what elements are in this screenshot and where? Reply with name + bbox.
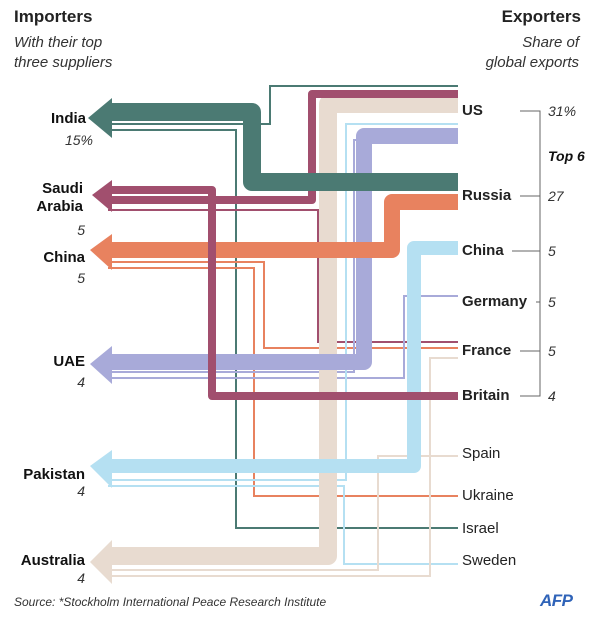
top6-label: Top 6 (548, 148, 585, 164)
arrowhead-saudi (92, 180, 112, 212)
arrowhead-pakistan (90, 450, 112, 488)
flow-france-to-china (108, 261, 458, 349)
flow-china-to-pakistan (112, 241, 458, 473)
exporter-france-name: France (462, 342, 512, 359)
arrowhead-uae (90, 346, 112, 384)
importer-india-name: India (50, 110, 86, 127)
exporter-germany-value: 5 (548, 294, 556, 310)
flow-germany-to-uae (108, 295, 458, 379)
exporter-china-name: China (462, 242, 504, 259)
flow-us-to-pakistan (108, 123, 458, 481)
exporter-germany-name: Germany (462, 293, 528, 310)
exporter-spain-name: Spain (462, 445, 501, 462)
flow-us-to-saudi (112, 90, 458, 204)
flow-sweden-to-pakistan (108, 485, 458, 565)
top6-bracket (512, 110, 541, 397)
flow-us-to-india (108, 85, 458, 125)
exporter-israel-name: Israel (462, 520, 499, 537)
importer-australia-name: Australia (20, 552, 85, 569)
exporter-sweden-name: Sweden (462, 552, 517, 569)
flow-russia-to-china (112, 194, 458, 258)
importer-pakistan-name: Pakistan (23, 466, 85, 483)
exporter-ukraine-name: Ukraine (462, 487, 514, 504)
importer-uae-name: UAE (53, 353, 85, 370)
importer-saudi-name-2: Arabia (36, 198, 83, 215)
exporter-us-name: US (462, 102, 483, 119)
exporter-russia-name: Russia (462, 187, 512, 204)
importer-india-value: 15% (64, 132, 93, 148)
exporter-britain-value: 4 (548, 388, 556, 404)
exporter-britain-name: Britain (462, 387, 510, 404)
exporter-france-value: 5 (548, 343, 556, 359)
importers-subtitle-1: With their top (14, 34, 103, 51)
exporter-russia-value: 27 (548, 188, 564, 204)
flow-britain-to-saudi (112, 186, 458, 400)
exporter-us-value: 31% (548, 103, 577, 119)
importers-subtitle-2: three suppliers (14, 54, 113, 71)
arrowhead-india (88, 98, 112, 138)
flow-france-to-australia (108, 357, 458, 577)
exporters-subtitle-1: Share of (522, 34, 579, 51)
arrowhead-australia (90, 540, 112, 584)
flow-israel-to-india (108, 129, 458, 529)
flow-france-to-saudi (108, 209, 458, 343)
flow-us-to-australia (112, 95, 458, 565)
importer-saudi-name-1: Saudi (42, 180, 83, 197)
flow-ukraine-to-china (108, 267, 458, 497)
importer-china-name: China (43, 249, 85, 266)
importer-saudi-value: 5 (77, 222, 85, 238)
arrowhead-china (90, 234, 112, 270)
importer-pakistan-value: 4 (77, 483, 85, 499)
exporters-subtitle-2: global exports (485, 54, 579, 71)
importers-title: Importers (14, 7, 93, 26)
afp-logo: AFP (540, 591, 573, 610)
importer-uae-value: 4 (77, 374, 85, 390)
exporters-title: Exporters (501, 7, 581, 26)
exporter-china-value: 5 (548, 243, 556, 259)
flow-russia-to-india (112, 103, 458, 191)
source-note: Source: *Stockholm International Peace R… (14, 595, 327, 609)
importer-australia-value: 4 (77, 570, 85, 586)
importer-china-value: 5 (77, 270, 85, 286)
